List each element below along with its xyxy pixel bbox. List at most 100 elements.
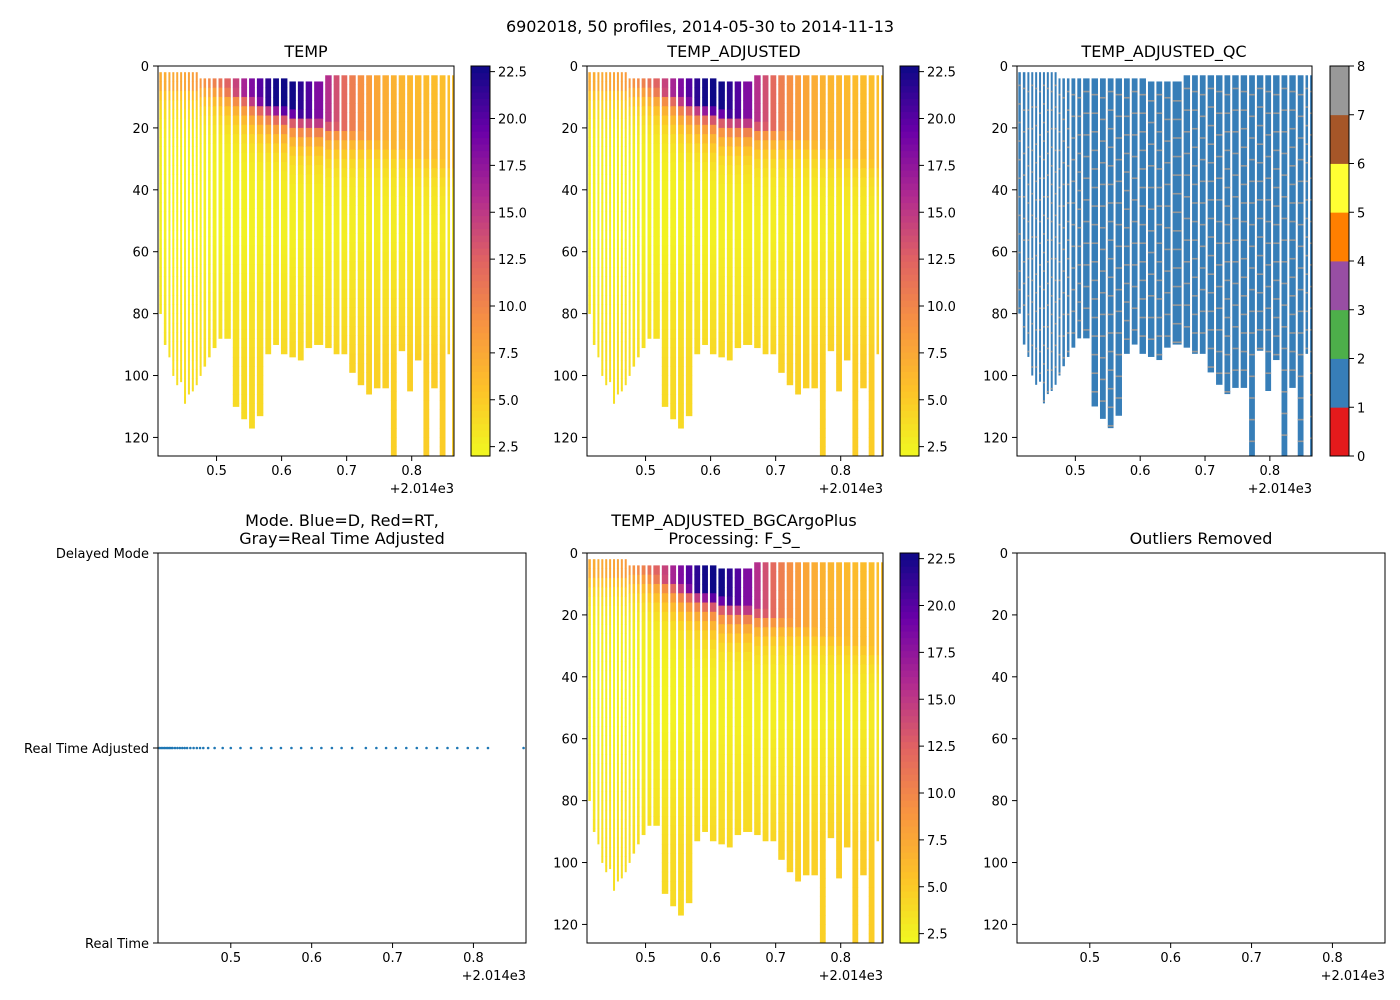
temp-cell bbox=[168, 276, 171, 287]
temp-cell bbox=[390, 363, 397, 373]
temp-adjusted-qc-qc-cell bbox=[1035, 291, 1038, 294]
temp-cell bbox=[373, 214, 381, 225]
temp-adjusted-qc-qc-cell bbox=[1224, 316, 1231, 319]
temp-adjusted-qc-qc-cell bbox=[1018, 103, 1021, 105]
temp-cell bbox=[172, 230, 175, 240]
temp-adjusted-cell bbox=[661, 310, 669, 321]
bgc-cell bbox=[685, 741, 693, 752]
temp-adjusted-cell bbox=[762, 344, 769, 355]
bgc-cell bbox=[685, 778, 693, 789]
bgc-cell bbox=[685, 788, 693, 798]
bgc-cell bbox=[592, 559, 596, 569]
temp-cell bbox=[218, 319, 223, 330]
temp-adjusted-cell bbox=[620, 285, 623, 296]
temp-cell bbox=[414, 279, 422, 290]
temp-adjusted-qc-qc-cell bbox=[1265, 372, 1272, 375]
temp-adjusted-cell bbox=[620, 211, 623, 222]
bgc-cell bbox=[620, 809, 623, 820]
bgc-cell bbox=[616, 707, 619, 718]
temp-cell bbox=[195, 90, 198, 101]
temp-cell bbox=[431, 131, 438, 141]
bgc-cell bbox=[637, 611, 640, 622]
temp-cell bbox=[187, 313, 190, 324]
temp-adjusted-qc-qc-cell bbox=[1062, 226, 1065, 229]
temp-cell bbox=[297, 137, 304, 147]
bgc-cell bbox=[694, 695, 701, 706]
temp-adjusted-cell bbox=[678, 412, 684, 423]
temp-adjusted-cell bbox=[620, 109, 623, 120]
temp-adjusted-profile-column bbox=[653, 78, 660, 339]
temp-adjusted-cell bbox=[685, 273, 693, 284]
bgc-cell bbox=[597, 670, 600, 681]
temp-cell bbox=[241, 412, 248, 420]
bgc-cell bbox=[616, 689, 619, 699]
temp-adjusted-qc-qc-cell bbox=[1050, 276, 1053, 279]
temp-adjusted-cell bbox=[819, 121, 826, 132]
temp-cell bbox=[212, 301, 217, 311]
temp-adjusted-qc-qc-cell bbox=[1139, 279, 1146, 282]
temp-adjusted-qc-colorbar-tick-label: 2 bbox=[1357, 353, 1365, 368]
temp-adjusted-cell bbox=[653, 189, 660, 200]
temp-cell bbox=[407, 223, 413, 234]
bgc-cell bbox=[726, 726, 733, 737]
bgc-cell bbox=[647, 648, 652, 659]
temp-adjusted-cell bbox=[694, 310, 701, 321]
temp-cell bbox=[256, 96, 264, 107]
temp-adjusted-cell bbox=[620, 387, 623, 392]
temp-cell bbox=[333, 158, 340, 169]
temp-adjusted-cell bbox=[762, 103, 769, 113]
temp-adjusted-cell bbox=[836, 168, 842, 178]
temp-adjusted-cell bbox=[628, 161, 631, 172]
bgc-cell bbox=[588, 605, 591, 616]
bgc-cell bbox=[762, 710, 769, 721]
temp-profile-column bbox=[203, 78, 207, 367]
temp-adjusted-cell bbox=[718, 313, 725, 324]
temp-cell bbox=[180, 285, 183, 296]
temp-cell bbox=[382, 279, 389, 290]
temp-adjusted-cell bbox=[827, 251, 835, 262]
bgc-cell bbox=[661, 648, 669, 659]
temp-cell bbox=[249, 180, 255, 191]
temp-adjusted-colorbar-segment bbox=[900, 66, 919, 74]
temp-adjusted-qc-qc-cell bbox=[1018, 214, 1021, 217]
bgc-cell bbox=[685, 751, 693, 761]
temp-adjusted-cell bbox=[868, 196, 875, 206]
temp-cell bbox=[241, 291, 248, 302]
temp-cell bbox=[447, 177, 451, 188]
temp-adjusted-qc-qc-cell bbox=[1289, 90, 1296, 93]
temp-adjusted-cell bbox=[754, 168, 761, 178]
temp-cell bbox=[423, 233, 430, 243]
temp-cell bbox=[349, 270, 356, 280]
temp-cell bbox=[208, 245, 211, 256]
bgc-cell bbox=[709, 825, 717, 836]
temp-adjusted-cell bbox=[811, 223, 818, 234]
temp-adjusted-qc-qc-cell bbox=[1224, 93, 1231, 96]
temp-cell bbox=[203, 338, 207, 349]
bgc-cell bbox=[647, 583, 652, 594]
temp-adjusted-cell bbox=[852, 103, 859, 113]
temp-adjusted-cell bbox=[795, 242, 801, 253]
bgc-cell bbox=[609, 800, 612, 811]
temp-adjusted-qc-qc-cell bbox=[1256, 329, 1264, 331]
bgc-cell bbox=[694, 667, 701, 678]
temp-cell bbox=[305, 295, 313, 305]
temp-adjusted-cell bbox=[632, 115, 636, 126]
bgc-cell bbox=[624, 791, 627, 802]
temp-adjusted-cell bbox=[786, 279, 794, 290]
temp-adjusted-qc-qc-cell bbox=[1273, 205, 1280, 207]
temp-adjusted-cell bbox=[868, 316, 875, 327]
temp-adjusted-qc-qc-cell bbox=[1018, 84, 1021, 87]
bgc-cell bbox=[620, 568, 623, 579]
mode-data-point bbox=[340, 746, 343, 750]
temp-adjusted-cell bbox=[770, 233, 777, 243]
temp-cell bbox=[341, 131, 348, 141]
temp-colorbar-segment bbox=[471, 85, 490, 93]
temp-adjusted-cell bbox=[709, 199, 717, 209]
temp-adjusted-cell bbox=[836, 84, 842, 95]
temp-adjusted-cell bbox=[678, 403, 684, 414]
temp-cell bbox=[249, 134, 255, 144]
temp-adjusted-cell bbox=[843, 158, 851, 169]
temp-adjusted-cell bbox=[852, 391, 859, 401]
temp-adjusted-cell bbox=[609, 350, 612, 361]
bgc-cell bbox=[678, 806, 684, 817]
